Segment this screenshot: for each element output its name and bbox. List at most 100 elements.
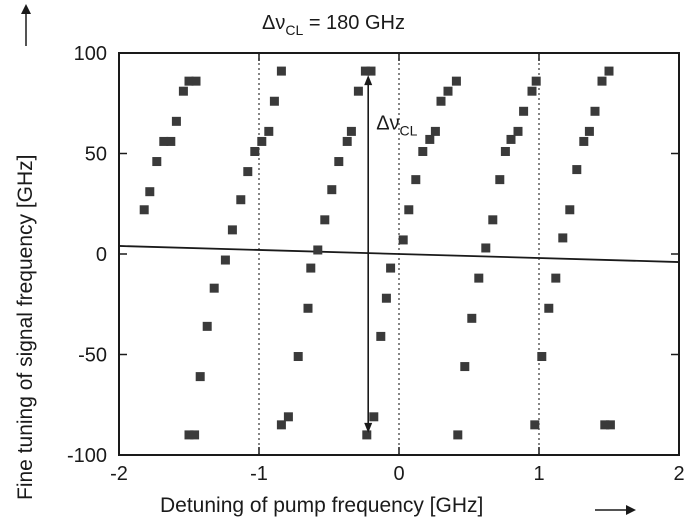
data-point <box>360 66 370 76</box>
chart-title-sub: CL <box>285 22 303 38</box>
data-point <box>590 106 600 116</box>
data-point <box>436 96 446 106</box>
data-point <box>369 412 379 422</box>
chart-title: ΔνCL = 180 GHz <box>262 12 405 38</box>
data-point <box>353 86 363 96</box>
data-point <box>460 362 470 372</box>
data-point <box>293 352 303 362</box>
data-point <box>558 233 568 243</box>
data-point <box>551 273 561 283</box>
data-point <box>537 352 547 362</box>
data-point <box>152 157 162 167</box>
data-point <box>191 76 201 86</box>
x-tick-label: 1 <box>533 463 544 485</box>
data-point <box>276 420 286 430</box>
data-point <box>334 157 344 167</box>
y-axis-arrow <box>21 4 31 46</box>
data-point <box>178 86 188 96</box>
data-point <box>411 175 421 185</box>
data-point <box>604 66 614 76</box>
data-point <box>481 243 491 253</box>
data-point <box>264 126 274 136</box>
annotation-label-sub: CL <box>400 122 418 138</box>
data-point <box>276 66 286 76</box>
data-point <box>320 215 330 225</box>
annotation-label-main: Δν <box>376 112 399 134</box>
data-point <box>250 146 260 156</box>
x-tick-label: -1 <box>250 463 268 485</box>
annotation-arrowhead-bottom <box>364 422 373 433</box>
data-point <box>366 66 376 76</box>
data-point <box>166 136 176 146</box>
data-point <box>519 106 529 116</box>
data-point <box>453 430 463 440</box>
data-point <box>527 86 537 96</box>
data-point <box>362 430 372 440</box>
data-point <box>145 187 155 197</box>
data-point <box>404 205 414 215</box>
x-tick-label: -2 <box>110 463 128 485</box>
x-axis-arrow <box>595 505 636 515</box>
y-tick-label: 100 <box>74 43 107 65</box>
data-point <box>488 215 498 225</box>
data-point <box>605 420 615 430</box>
data-point <box>386 263 396 273</box>
data-point <box>597 76 607 86</box>
data-point <box>195 372 205 382</box>
data-point <box>425 134 435 144</box>
data-point <box>184 76 194 86</box>
x-axis-label: Detuning of pump frequency [GHz] <box>160 494 483 517</box>
data-point <box>398 235 408 245</box>
annotation-label: ΔνCL <box>376 112 417 138</box>
data-point <box>474 273 484 283</box>
data-point <box>236 195 246 205</box>
y-tick-label: 0 <box>96 244 107 266</box>
data-point <box>544 303 554 313</box>
data-point <box>430 126 440 136</box>
data-point <box>495 175 505 185</box>
data-point <box>269 96 279 106</box>
data-point <box>600 420 610 430</box>
x-tick-label: 0 <box>393 463 404 485</box>
data-point <box>572 165 582 175</box>
data-point <box>209 283 219 293</box>
data-points <box>139 66 615 440</box>
data-point <box>530 420 540 430</box>
trend-line <box>118 245 680 263</box>
data-point <box>327 185 337 195</box>
x-tick-label: 2 <box>673 463 684 485</box>
data-point <box>283 412 293 422</box>
data-point <box>584 126 594 136</box>
chart-title-rest: = 180 GHz <box>303 12 405 34</box>
data-point <box>346 126 356 136</box>
data-point <box>139 205 149 215</box>
axis-ticks <box>118 52 680 456</box>
chart-title-main: Δν <box>262 12 285 34</box>
data-point <box>531 76 541 86</box>
tick-labels: -2 -1 0 1 2 -100 -50 0 50 100 <box>67 43 685 485</box>
data-point <box>418 146 428 156</box>
data-point <box>190 430 200 440</box>
data-point <box>381 293 391 303</box>
data-point <box>565 205 575 215</box>
data-point <box>171 116 181 126</box>
data-point <box>184 430 194 440</box>
data-point <box>313 245 323 255</box>
data-point <box>500 146 510 156</box>
y-axis-label: Fine tuning of signal frequency [GHz] <box>14 154 37 500</box>
data-point <box>451 76 461 86</box>
annotation-arrow <box>364 75 373 433</box>
annotation-arrowhead-top <box>364 75 373 86</box>
data-point <box>467 313 477 323</box>
data-point <box>579 136 589 146</box>
data-point <box>506 134 516 144</box>
data-point <box>306 263 316 273</box>
data-point <box>227 225 237 235</box>
data-point <box>376 331 386 341</box>
y-tick-label: 50 <box>85 144 107 166</box>
y-tick-label: -100 <box>67 445 107 467</box>
y-tick-label: -50 <box>78 345 107 367</box>
data-point <box>303 303 313 313</box>
data-point <box>202 321 212 331</box>
